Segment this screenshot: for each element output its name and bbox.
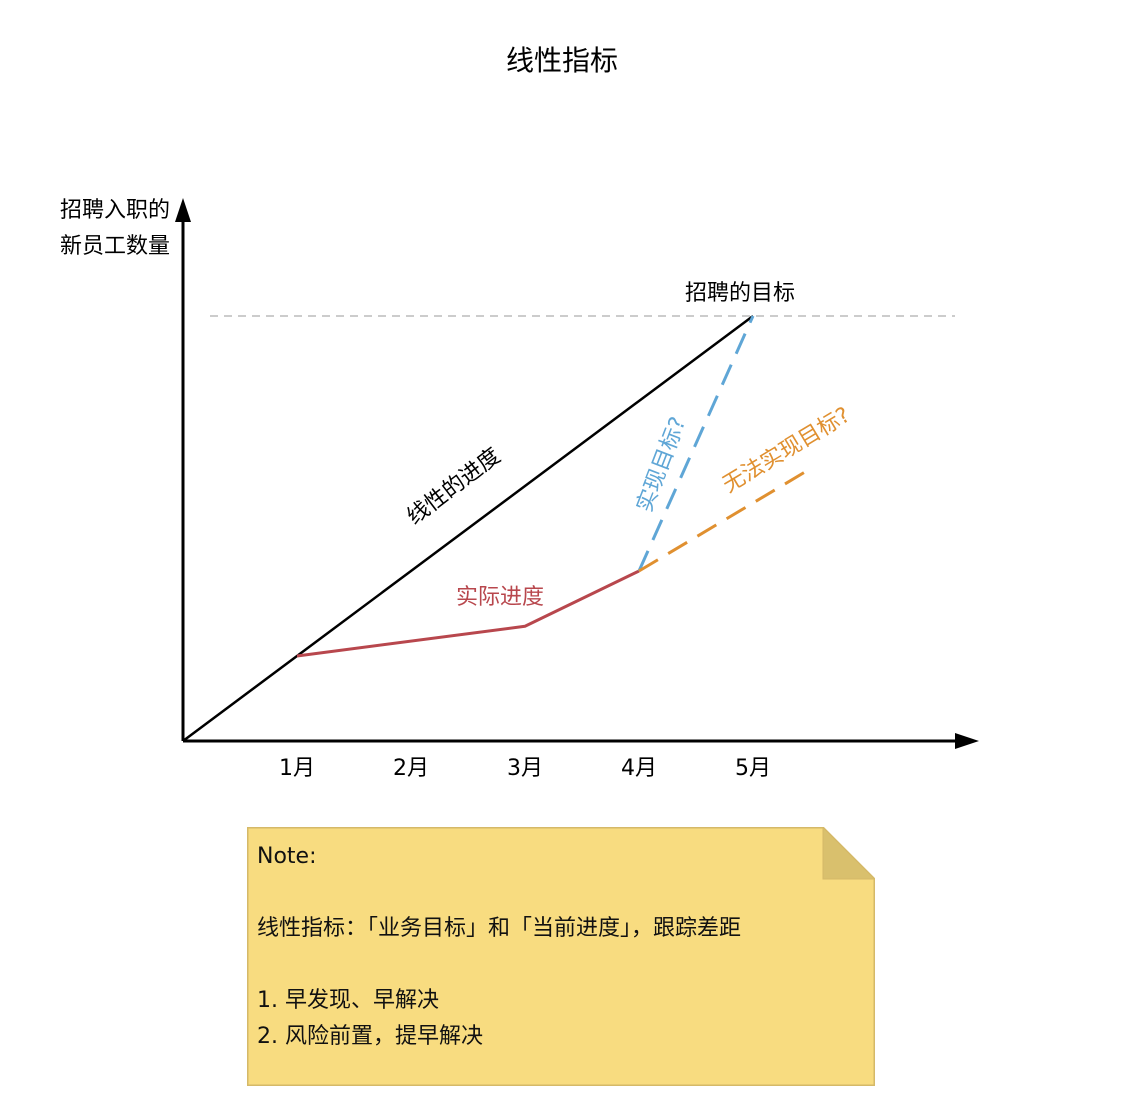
note-line: Note: xyxy=(257,844,317,869)
x-tick-label: 5月 xyxy=(735,756,771,781)
x-tick-label: 3月 xyxy=(507,756,543,781)
note-background xyxy=(247,827,875,1086)
note-line: 2. 风险前置，提早解决 xyxy=(257,1024,483,1049)
chart-title: 线性指标 xyxy=(506,44,618,77)
series-line-actual xyxy=(296,569,640,658)
series-label-actual: 实际进度 xyxy=(456,585,544,610)
note-spacer xyxy=(257,947,741,983)
target-line-group: 招聘的目标 xyxy=(210,281,955,317)
note-line: 1. 早发现、早解决 xyxy=(257,988,439,1013)
note-fold xyxy=(822,827,875,880)
note-shape xyxy=(247,827,875,1086)
note-line: 线性指标：「业务目标」和「当前进度」，跟踪差距 xyxy=(257,916,742,941)
x-tick-label: 4月 xyxy=(621,756,657,781)
series-line-linear xyxy=(182,314,754,743)
x-tick-label: 2月 xyxy=(393,756,429,781)
x-axis-arrow xyxy=(955,733,979,749)
series-label-linear: 线性的进度 xyxy=(403,444,506,530)
note-card: Note: 线性指标：「业务目标」和「当前进度」，跟踪差距 1. 早发现、早解决 2.… xyxy=(247,827,875,1086)
y-axis-arrow xyxy=(175,198,191,222)
series-line-achieve xyxy=(637,315,755,572)
note-spacer xyxy=(257,875,741,911)
y-axis-label-line-1: 招聘入职的 xyxy=(60,198,170,223)
x-tick-label: 1月 xyxy=(279,756,315,781)
note-text: Note: 线性指标：「业务目标」和「当前进度」，跟踪差距 1. 早发现、早解决 2.… xyxy=(257,839,741,1055)
series-label-achieve: 实现目标? xyxy=(632,414,691,516)
y-axis-label-line-2: 新员工数量 xyxy=(60,234,170,259)
series-group xyxy=(182,314,811,743)
target-label: 招聘的目标 xyxy=(685,281,795,306)
